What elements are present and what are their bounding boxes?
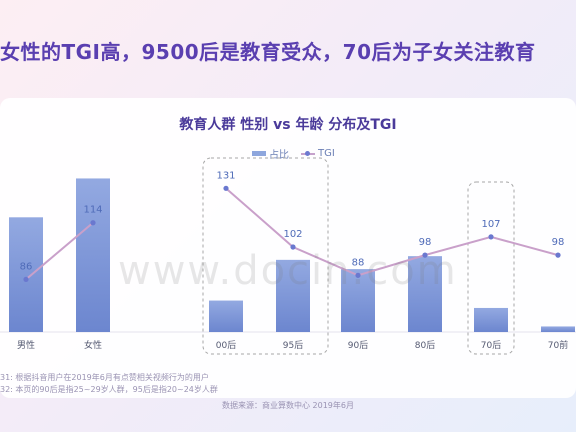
highlight-box-00-95	[202, 157, 329, 355]
bar-4	[276, 259, 310, 332]
bar-8	[541, 326, 575, 332]
tgi-data-label: 88	[352, 257, 365, 268]
bar-7	[474, 307, 508, 332]
x-tick-label: 70后	[481, 340, 501, 351]
chart-title: 教育人群 性别 vs 年龄 分布及TGI	[179, 117, 397, 133]
tgi-line-group-2	[225, 187, 559, 277]
tgi-data-label: 86	[20, 261, 33, 272]
tgi-data-label: 98	[552, 237, 565, 248]
tgi-point	[488, 234, 494, 240]
legend: 占比 TGI	[252, 146, 335, 161]
x-tick-label: 女性	[84, 339, 102, 351]
bar-6	[408, 256, 442, 332]
bar-1	[9, 217, 43, 332]
tgi-point	[355, 272, 361, 278]
tgi-point	[23, 276, 29, 282]
x-tick-label: 70前	[548, 339, 568, 351]
footnote-2: 32: 本页的90后是指25~29岁人群，95后是指20~24岁人群	[0, 385, 218, 394]
headline: 女性的TGI高，9500后是教育受众，70后为子女关注教育	[0, 40, 536, 64]
tgi-data-label: 114	[83, 205, 102, 216]
bar-2	[76, 178, 110, 332]
x-tick-label: 95后	[283, 340, 303, 351]
bar-3	[209, 300, 243, 332]
highlight-box-70	[467, 181, 515, 355]
tgi-data-label: 107	[481, 219, 500, 230]
source-note: 数据来源：商业算数中心 2019年6月	[222, 401, 354, 410]
tgi-point	[555, 252, 561, 258]
legend-line-label: TGI	[318, 148, 335, 159]
tgi-data-label: 102	[283, 229, 302, 240]
legend-line-swatch	[301, 150, 315, 156]
tgi-data-label: 131	[216, 170, 235, 181]
legend-bar-swatch	[252, 151, 266, 156]
watermark: www.docin.com	[118, 248, 458, 294]
footnote-1: 31: 根据抖音用户在2019年6月有点赞相关视频行为的用户	[0, 373, 209, 382]
tgi-line-group-1	[25, 221, 94, 281]
x-tick-label: 80后	[415, 340, 435, 351]
x-tick-label: 男性	[17, 339, 35, 351]
tgi-point	[90, 220, 96, 226]
x-tick-label: 90后	[348, 340, 368, 351]
tgi-point	[290, 244, 296, 250]
tgi-point	[422, 252, 428, 258]
tgi-point	[223, 185, 229, 191]
x-tick-label: 00后	[216, 340, 236, 351]
legend-bar-label: 占比	[269, 150, 289, 161]
bar-5	[341, 269, 375, 332]
tgi-data-label: 98	[419, 237, 432, 248]
